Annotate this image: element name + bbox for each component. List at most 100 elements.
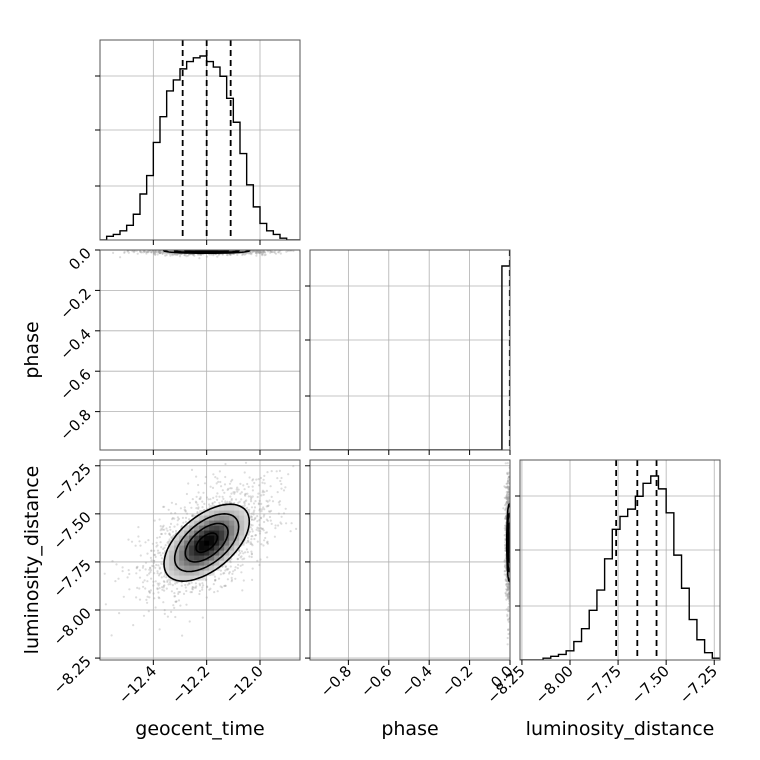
sample-point: [228, 482, 232, 485]
sample-point: [268, 515, 272, 519]
sample-point: [511, 538, 513, 540]
sample-point: [162, 586, 165, 589]
sample-point: [162, 580, 165, 583]
sample-point: [511, 575, 513, 577]
sample-point: [214, 476, 217, 479]
sample-point: [188, 518, 191, 521]
sample-point: [236, 247, 238, 249]
sample-point: [506, 486, 509, 489]
sample-point: [504, 516, 507, 519]
sample-point: [261, 527, 264, 530]
sample-point: [236, 558, 239, 561]
sample-point: [157, 552, 160, 555]
sample-point: [242, 552, 245, 555]
sample-point: [165, 254, 168, 257]
sample-point: [204, 248, 206, 250]
sample-point: [511, 533, 513, 535]
sample-point: [511, 497, 513, 499]
sample-point: [264, 253, 267, 256]
sample-point: [258, 508, 261, 511]
sample-point: [196, 247, 198, 249]
sample-point: [213, 575, 217, 578]
sample-point: [164, 246, 166, 248]
sample-point: [507, 585, 510, 588]
sample-point: [182, 247, 184, 249]
sample-point: [162, 585, 165, 588]
sample-point: [507, 498, 510, 501]
sample-point: [504, 514, 508, 518]
sample-point: [278, 503, 281, 506]
sample-point: [152, 561, 155, 564]
sample-point: [178, 590, 182, 594]
sample-point: [164, 254, 167, 257]
sample-point: [150, 247, 152, 249]
sample-point: [511, 492, 513, 494]
sample-point: [236, 248, 238, 250]
sample-point: [171, 247, 173, 249]
sample-point: [238, 500, 241, 503]
sample-point: [255, 478, 258, 481]
sample-point: [506, 593, 509, 596]
sample-point: [163, 584, 166, 587]
sample-point: [511, 562, 513, 564]
sample-point: [511, 539, 513, 541]
sample-point: [510, 549, 512, 551]
sample-point: [153, 597, 156, 600]
sample-point: [505, 598, 508, 601]
sample-point: [511, 537, 513, 539]
sample-point: [221, 489, 224, 492]
sample-point: [247, 485, 250, 488]
sample-point: [511, 505, 513, 507]
sample-point: [244, 494, 247, 497]
sample-point: [215, 247, 217, 249]
density-cell: [229, 525, 235, 531]
sample-point: [191, 586, 194, 589]
sample-point: [148, 572, 151, 575]
sample-point: [243, 501, 246, 504]
sample-point: [257, 250, 260, 253]
sample-point: [254, 251, 257, 254]
sample-point: [232, 246, 234, 248]
sample-point: [246, 536, 250, 540]
sample-point: [507, 617, 510, 621]
sample-point: [199, 253, 202, 256]
sample-point: [149, 589, 152, 592]
sample-point: [141, 581, 145, 584]
sample-point: [205, 578, 208, 581]
sample-point: [264, 246, 266, 248]
density-cell: [174, 555, 180, 561]
sample-point: [226, 500, 229, 503]
sample-point: [512, 561, 514, 563]
sample-point: [258, 499, 261, 502]
sample-point: [174, 253, 177, 256]
density-cell: [234, 505, 240, 511]
sample-point: [511, 546, 513, 548]
sample-point: [135, 572, 138, 575]
sample-point: [511, 544, 513, 546]
sample-point: [228, 501, 231, 504]
sample-point: [258, 563, 261, 567]
sample-point: [223, 483, 227, 486]
sample-point: [237, 501, 240, 504]
sample-point: [154, 580, 157, 583]
sample-point: [176, 581, 179, 584]
sample-point: [245, 247, 247, 249]
sample-point: [239, 556, 242, 559]
sample-point: [188, 245, 190, 247]
sample-point: [254, 250, 257, 253]
sample-point: [175, 600, 178, 603]
sample-point: [206, 586, 209, 589]
sample-point: [194, 586, 197, 589]
sample-point: [267, 250, 270, 253]
sample-point: [223, 247, 225, 249]
sample-point: [157, 564, 160, 567]
sample-point: [146, 246, 148, 248]
sample-point: [506, 586, 510, 589]
sample-point: [150, 250, 153, 253]
sample-point: [213, 247, 215, 249]
sample-point: [512, 553, 514, 555]
sample-point: [184, 248, 186, 250]
sample-point: [506, 615, 509, 618]
sample-point: [251, 489, 254, 492]
sample-point: [157, 251, 160, 254]
